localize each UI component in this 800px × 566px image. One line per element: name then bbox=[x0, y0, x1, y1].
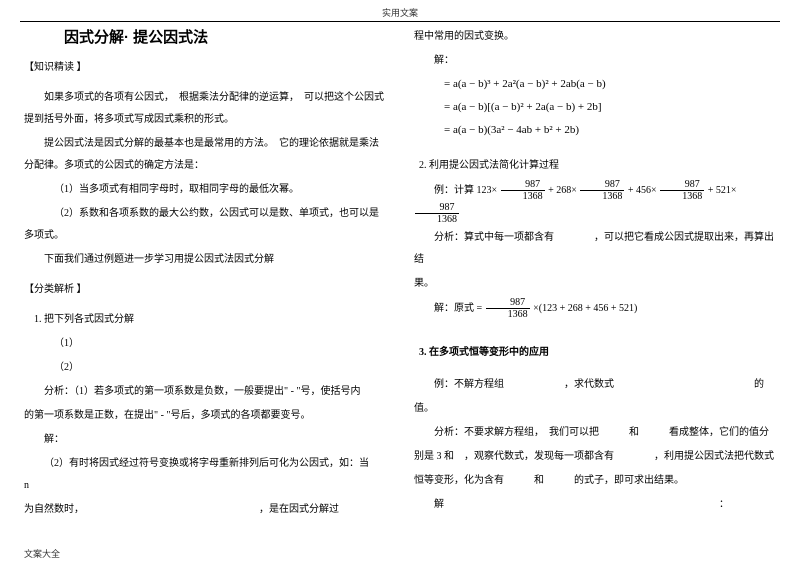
q2-ex-p3: + 456× bbox=[628, 184, 657, 195]
q3-sol-text: 解 bbox=[434, 499, 444, 510]
q2-analysis-2: 果。 bbox=[414, 273, 776, 295]
q2-ex-p2: + 268× bbox=[548, 184, 577, 195]
doc-footer: 文案大全 bbox=[24, 547, 60, 560]
q3-analysis-c: 恒等变形，化为含有 和 的式子，即可求出结果。 bbox=[414, 470, 776, 492]
q1-sub1: （1） bbox=[24, 333, 386, 355]
q2-sol-pre: 解：原式 = bbox=[434, 302, 482, 313]
section-knowledge: 【知识精读 】 bbox=[24, 57, 386, 79]
para-1: 如果多项式的各项有公因式， 根据乘法分配律的逆运算， 可以把这个公因式提到括号外… bbox=[24, 87, 386, 131]
frac-4: 9871368 bbox=[415, 202, 459, 225]
para-3: （1）当多项式有相同字母时，取相同字母的最低次幂。 bbox=[24, 179, 386, 201]
para-4: （2）系数和各项系数的最大公约数，公因式可以是数、单项式，也可以是多项式。 bbox=[24, 203, 386, 247]
frac-5: 9871368 bbox=[486, 297, 530, 320]
q2-sol-post: ×(123 + 268 + 456 + 521) bbox=[533, 302, 637, 313]
q1-analysis-b: 的第一项系数是正数，在提出" - "号后，多项式的各项都要变号。 bbox=[24, 405, 386, 427]
col2-sol: 解： bbox=[414, 50, 776, 72]
q3-sol-colon: ： bbox=[719, 499, 729, 510]
q1-analysis-a: 分析：（1）若多项式的第一项系数是负数，一般要提出" - "号，使括号内 bbox=[24, 381, 386, 403]
q2-ex-pre: 例：计算 123× bbox=[434, 184, 497, 195]
q3-sol: 解 ： bbox=[414, 494, 776, 516]
q2-ex-p4: + 521× bbox=[708, 184, 737, 195]
q3-analysis-a: 分析：不要求解方程组， 我们可以把 和 看成整体，它们的值分 bbox=[414, 422, 776, 444]
q2-head: 2. 利用提公因式法简化计算过程 bbox=[414, 155, 776, 177]
frac-2: 9871368 bbox=[580, 179, 624, 202]
q3-head: 3. 在多项式恒等变形中的应用 bbox=[414, 342, 776, 364]
math-line-3: = a(a − b)(3a² − 4ab + b² + 2b) bbox=[414, 120, 776, 141]
q3-ex-2: 值。 bbox=[414, 398, 776, 420]
para-2: 提公因式法是因式分解的最基本也是最常用的方法。 它的理论依据就是乘法分配律。多项… bbox=[24, 133, 386, 177]
q1-2-d: 程中常用的因式变换。 bbox=[414, 26, 776, 48]
q2-analysis: 分析：算式中每一项都含有 ，可以把它看成公因式提取出来，再算出结 bbox=[414, 227, 776, 271]
math-line-2: = a(a − b)[(a − b)² + 2a(a − b) + 2b] bbox=[414, 97, 776, 118]
q1-sub2: （2） bbox=[24, 357, 386, 379]
frac-1: 9871368 bbox=[501, 179, 545, 202]
q1-sol-label: 解： bbox=[24, 429, 386, 451]
q1-analysis-a-text: 分析：（1）若多项式的第一项系数是负数，一般要提出" - "号，使括号内 bbox=[44, 386, 361, 397]
q2-solution: 解：原式 = 9871368 ×(123 + 268 + 456 + 521) bbox=[414, 297, 776, 320]
q1-2-c-text: ，是在因式分解过 bbox=[259, 504, 339, 515]
math-line-1: = a(a − b)³ + 2a²(a − b)² + 2ab(a − b) bbox=[414, 74, 776, 95]
top-rule bbox=[20, 21, 780, 22]
q3-analysis-b: 别是 3 和 ，观察代数式，发现每一项都含有 ，利用提公因式法把代数式 bbox=[414, 446, 776, 468]
doc-header: 实用文案 bbox=[0, 0, 800, 21]
q1-2-b: 为自然数时， ，是在因式分解过 bbox=[24, 499, 386, 521]
para-5: 下面我们通过例题进一步学习用提公因式法因式分解 bbox=[24, 249, 386, 271]
frac-3: 9871368 bbox=[660, 179, 704, 202]
q1-head: 1. 把下列各式因式分解 bbox=[24, 309, 386, 331]
page-body: 因式分解· 提公因式法 【知识精读 】 如果多项式的各项有公因式， 根据乘法分配… bbox=[0, 26, 800, 536]
doc-title: 因式分解· 提公因式法 bbox=[24, 26, 386, 47]
q1-2-a: （2）有时将因式经过符号变换或将字母重新排列后可化为公因式，如：当 n bbox=[24, 453, 386, 497]
q1-2-b-text: 为自然数时， bbox=[24, 504, 84, 515]
q2-example: 例：计算 123× 9871368 + 268× 9871368 + 456× … bbox=[414, 179, 776, 225]
q1-2-a-text: （2）有时将因式经过符号变换或将字母重新排列后可化为公因式，如：当 n bbox=[24, 458, 389, 491]
section-classify: 【分类解析 】 bbox=[24, 279, 386, 301]
q3-ex: 例：不解方程组 ，求代数式 的 bbox=[414, 374, 776, 396]
